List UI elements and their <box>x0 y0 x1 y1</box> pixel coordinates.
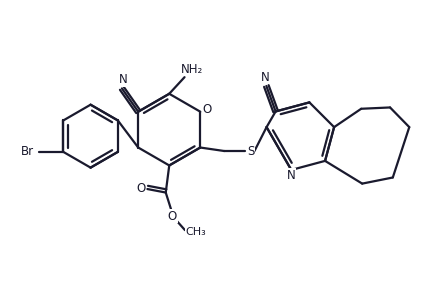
Text: N: N <box>286 169 295 182</box>
Text: O: O <box>167 210 177 223</box>
Text: Br: Br <box>21 145 34 158</box>
Text: N: N <box>261 71 269 84</box>
Text: S: S <box>247 145 254 157</box>
Text: NH₂: NH₂ <box>181 63 203 76</box>
Text: CH₃: CH₃ <box>185 227 205 237</box>
Text: O: O <box>136 182 145 195</box>
Text: O: O <box>202 103 211 116</box>
Text: N: N <box>118 73 127 86</box>
